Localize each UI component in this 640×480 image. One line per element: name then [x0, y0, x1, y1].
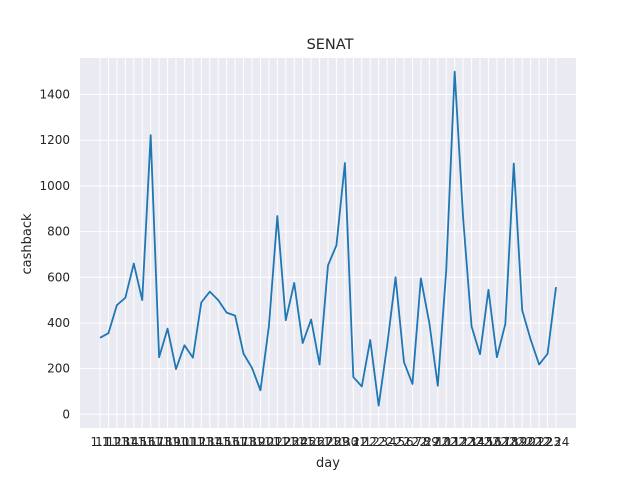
- x-tick-label: 2.1: [352, 435, 371, 449]
- x-axis-label: day: [316, 456, 340, 471]
- x-tick-label: 1.30: [332, 435, 359, 449]
- x-tick-label: 1.18: [146, 435, 173, 449]
- y-tick-label: 1400: [39, 88, 70, 102]
- x-tick-label: 1.25: [289, 435, 316, 449]
- x-tick-label: 1.24: [281, 435, 308, 449]
- x-tick-label: 1.13: [104, 435, 131, 449]
- x-tick-label: 1.16: [129, 435, 156, 449]
- y-axis-label: cashback: [20, 213, 35, 274]
- chart-title: SENAT: [307, 37, 354, 53]
- x-tick-label: 1.11: [171, 435, 198, 449]
- x-tick-label: 1.17: [137, 435, 164, 449]
- y-tick-label: 200: [47, 362, 70, 376]
- x-tick-label: 2.10: [424, 435, 451, 449]
- x-tick-label: 2.19: [500, 435, 527, 449]
- x-tick-label: 2.21: [517, 435, 544, 449]
- x-tick-label: 1.1: [90, 435, 109, 449]
- x-tick-label: 2.16: [475, 435, 502, 449]
- x-tick-label: 2.20: [509, 435, 536, 449]
- x-tick-label: 1.12: [95, 435, 122, 449]
- x-tick-label: 2.15: [467, 435, 494, 449]
- x-tick-label: 2.22: [526, 435, 553, 449]
- x-tick-label: 1.18: [230, 435, 257, 449]
- x-tick-label: 2.11: [433, 435, 460, 449]
- x-tick-label: 1.27: [306, 435, 333, 449]
- x-tick-label: 2.12: [441, 435, 468, 449]
- x-tick-label: 1.15: [120, 435, 147, 449]
- y-tick-label: 800: [47, 225, 70, 239]
- x-tick-label: 2.24: [543, 435, 570, 449]
- x-tick-label: 2.3: [369, 435, 388, 449]
- x-tick-label: 1.22: [264, 435, 291, 449]
- x-tick-label: 2.14: [458, 435, 485, 449]
- y-tick-label: 400: [47, 316, 70, 330]
- x-axis-ticks: 1.11.121.131.141.151.161.171.181.191.101…: [90, 435, 569, 449]
- x-tick-label: 1.29: [323, 435, 350, 449]
- grid-lines: [80, 58, 576, 428]
- x-tick-label: 2.6: [394, 435, 413, 449]
- x-tick-label: 1.16: [213, 435, 240, 449]
- x-tick-label: 1.19: [154, 435, 181, 449]
- x-tick-label: 1.13: [188, 435, 215, 449]
- x-tick-label: 2.5: [386, 435, 405, 449]
- x-tick-label: 2.13: [450, 435, 477, 449]
- x-tick-label: 2.23: [534, 435, 561, 449]
- x-tick-label: 2.4: [378, 435, 397, 449]
- y-tick-label: 1000: [39, 179, 70, 193]
- x-tick-label: 1.10: [163, 435, 190, 449]
- x-tick-label: 1.21: [256, 435, 283, 449]
- x-tick-label: 1.15: [205, 435, 232, 449]
- x-tick-label: 1.31: [340, 435, 367, 449]
- x-tick-label: 2.18: [492, 435, 519, 449]
- x-tick-label: 1.26: [298, 435, 325, 449]
- y-tick-label: 600: [47, 270, 70, 284]
- x-tick-label: 1.14: [112, 435, 139, 449]
- y-axis-ticks: 0 200 400 600 800 1000 1200 1400: [39, 88, 70, 422]
- x-tick-label: 1.17: [222, 435, 249, 449]
- x-tick-label: 1.28: [315, 435, 342, 449]
- x-tick-label: 2.8: [411, 435, 430, 449]
- x-tick-label: 1.12: [180, 435, 207, 449]
- x-tick-label: 1.14: [196, 435, 223, 449]
- x-tick-label: 1.23: [272, 435, 299, 449]
- x-tick-label: 2.17: [484, 435, 511, 449]
- x-tick-label: 2.9: [420, 435, 439, 449]
- x-tick-label: 1.20: [247, 435, 274, 449]
- y-tick-label: 1200: [39, 133, 70, 147]
- x-tick-label: 1.19: [239, 435, 266, 449]
- x-tick-label: 2.2: [361, 435, 380, 449]
- y-tick-label: 0: [62, 407, 70, 421]
- x-tick-label: 2.7: [403, 435, 422, 449]
- series-line: [99, 70, 557, 407]
